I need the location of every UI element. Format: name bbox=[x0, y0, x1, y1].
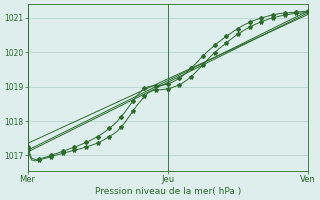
X-axis label: Pression niveau de la mer( hPa ): Pression niveau de la mer( hPa ) bbox=[95, 187, 241, 196]
